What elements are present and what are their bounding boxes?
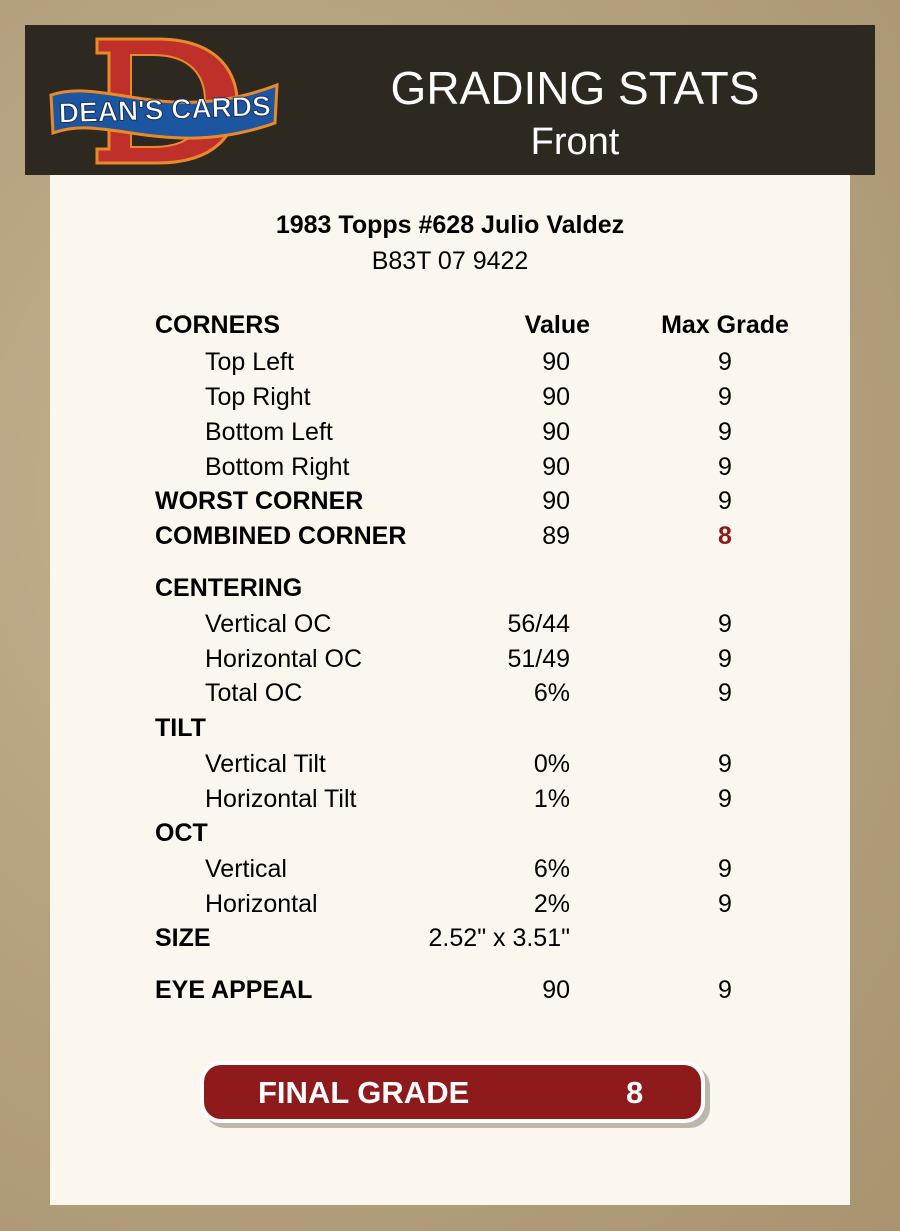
stat-label: Vertical Tilt xyxy=(205,750,326,778)
stat-label: CORNERS xyxy=(155,311,281,339)
stat-value: 6% xyxy=(533,855,570,883)
stat-row: Horizontal Tilt 1% 9 xyxy=(50,785,850,817)
stat-row: Horizontal 2% 9 xyxy=(50,890,850,922)
stat-row: OCT xyxy=(50,819,850,851)
stat-label: CENTERING xyxy=(155,574,303,602)
stat-row: COMBINED CORNER 89 8 xyxy=(50,522,850,554)
stat-value: 90 xyxy=(542,383,570,411)
stat-value: 6% xyxy=(533,679,570,707)
stat-value: 51/49 xyxy=(507,645,570,673)
stat-value: 90 xyxy=(542,418,570,446)
stat-max-grade: 9 xyxy=(718,785,732,813)
stat-value: 89 xyxy=(542,522,570,550)
header-bar: DEAN'S CARDS GRADING STATS Front xyxy=(25,25,875,175)
stat-max-grade: 9 xyxy=(718,679,732,707)
stat-max-grade: 9 xyxy=(718,383,732,411)
stat-row: SIZE 2.52" x 3.51" xyxy=(50,924,850,956)
page-title: GRADING STATS xyxy=(390,62,760,114)
stat-row: Vertical 6% 9 xyxy=(50,855,850,887)
stat-row: WORST CORNER 90 9 xyxy=(50,487,850,519)
stat-label: Bottom Left xyxy=(205,418,333,446)
stats-panel: 1983 Topps #628 Julio Valdez B83T 07 942… xyxy=(50,175,850,1205)
value-column-header: Value xyxy=(524,311,590,339)
final-grade-frame: FINAL GRADE 8 xyxy=(200,1061,705,1123)
final-grade-button[interactable]: FINAL GRADE 8 xyxy=(204,1065,701,1119)
final-grade-value: 8 xyxy=(626,1075,644,1110)
cert-number: B83T 07 9422 xyxy=(371,247,529,275)
stat-max-grade: 9 xyxy=(718,750,732,778)
stat-row: Total OC 6% 9 xyxy=(50,679,850,711)
stat-value: 2% xyxy=(533,890,570,918)
stat-value: 90 xyxy=(542,976,570,1004)
stat-row: Bottom Right 90 9 xyxy=(50,453,850,485)
stat-row: Bottom Left 90 9 xyxy=(50,418,850,450)
stat-label: SIZE xyxy=(155,924,211,952)
stat-max-grade: 9 xyxy=(718,348,732,376)
stat-max-grade: 9 xyxy=(718,855,732,883)
final-grade-label: FINAL GRADE xyxy=(258,1075,470,1110)
stat-max-grade: 9 xyxy=(718,976,732,1004)
stat-max-grade: 9 xyxy=(718,890,732,918)
stat-value: 2.52" x 3.51" xyxy=(428,924,570,952)
stat-label: Top Left xyxy=(205,348,294,376)
deans-cards-logo: DEAN'S CARDS xyxy=(49,37,279,165)
stat-max-grade: 9 xyxy=(718,418,732,446)
stat-max-grade: 8 xyxy=(718,522,732,550)
svg-text:DEAN'S CARDS: DEAN'S CARDS xyxy=(58,90,271,128)
stat-label: Vertical OC xyxy=(205,610,332,638)
stat-label: Horizontal xyxy=(205,890,318,918)
stat-label: Top Right xyxy=(205,383,311,411)
stat-label: Total OC xyxy=(205,679,303,707)
stat-value: 90 xyxy=(542,487,570,515)
stat-label: Horizontal Tilt xyxy=(205,785,357,813)
stat-label: TILT xyxy=(155,714,206,742)
stat-value: 0% xyxy=(533,750,570,778)
stat-row: Vertical OC 56/44 9 xyxy=(50,610,850,642)
stat-label: Bottom Right xyxy=(205,453,350,481)
stat-max-grade: 9 xyxy=(718,645,732,673)
stat-value: 90 xyxy=(542,348,570,376)
stat-row: CORNERS Value Max Grade xyxy=(50,311,850,343)
stat-row: EYE APPEAL 90 9 xyxy=(50,976,850,1008)
stat-row: Horizontal OC 51/49 9 xyxy=(50,645,850,677)
stat-row: CENTERING xyxy=(50,574,850,606)
stat-label: Vertical xyxy=(205,855,287,883)
stat-label: WORST CORNER xyxy=(155,487,364,515)
stat-row: Vertical Tilt 0% 9 xyxy=(50,750,850,782)
stat-label: Horizontal OC xyxy=(205,645,362,673)
stat-label: COMBINED CORNER xyxy=(155,522,407,550)
stat-row: Top Left 90 9 xyxy=(50,348,850,380)
stat-value: 1% xyxy=(533,785,570,813)
stat-row: TILT xyxy=(50,714,850,746)
stat-value: 90 xyxy=(542,453,570,481)
stat-max-grade: 9 xyxy=(718,453,732,481)
stat-max-grade: 9 xyxy=(718,487,732,515)
stat-max-grade: 9 xyxy=(718,610,732,638)
stat-label: EYE APPEAL xyxy=(155,976,313,1004)
stat-row: Top Right 90 9 xyxy=(50,383,850,415)
max-grade-column-header: Max Grade xyxy=(661,311,789,339)
stat-value: 56/44 xyxy=(507,610,570,638)
card-name: 1983 Topps #628 Julio Valdez xyxy=(275,211,625,239)
page-subtitle: Front xyxy=(530,121,620,163)
stat-label: OCT xyxy=(155,819,208,847)
